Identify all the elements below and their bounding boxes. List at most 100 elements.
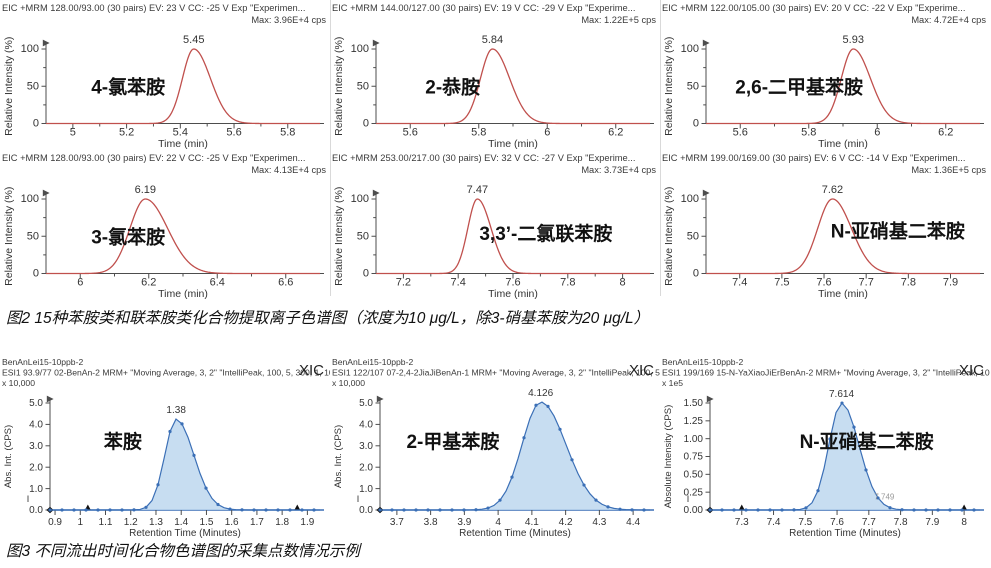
svg-text:5: 5 (70, 127, 76, 139)
svg-text:7.8: 7.8 (901, 277, 916, 289)
svg-text:50: 50 (27, 230, 39, 242)
svg-text:Max: 1.22E+5 cps: Max: 1.22E+5 cps (581, 15, 656, 25)
svg-text:3-氯苯胺: 3-氯苯胺 (91, 226, 165, 249)
svg-text:I: I (357, 494, 360, 504)
svg-text:5.4: 5.4 (173, 127, 188, 139)
svg-text:I: I (687, 494, 690, 504)
svg-text:100: 100 (21, 193, 39, 205)
svg-text:3.0: 3.0 (359, 441, 373, 452)
svg-text:ESI1 93.9/77 02-BenAn-2 MRM+ ": ESI1 93.9/77 02-BenAn-2 MRM+ "Moving Ave… (2, 368, 330, 378)
svg-text:1.38: 1.38 (166, 405, 186, 416)
svg-text:x 10,000: x 10,000 (332, 378, 365, 388)
svg-text:1.5: 1.5 (199, 517, 213, 528)
svg-text:ESI1 199/169 15-N-YaXiaoJiErBe: ESI1 199/169 15-N-YaXiaoJiErBenAn-2 MRM+… (662, 368, 990, 378)
svg-text:50: 50 (687, 230, 699, 242)
svg-text:1.4: 1.4 (174, 517, 188, 528)
svg-text:4.0: 4.0 (29, 420, 43, 431)
svg-text:BenAnLei15-10ppb-2: BenAnLei15-10ppb-2 (2, 357, 83, 367)
svg-text:6.2: 6.2 (938, 127, 953, 139)
svg-text:7.6: 7.6 (505, 277, 520, 289)
svg-text:5.2: 5.2 (119, 127, 134, 139)
svg-text:5.6: 5.6 (403, 127, 418, 139)
svg-text:Relative Intensity (%): Relative Intensity (%) (663, 37, 675, 136)
svg-text:0.0: 0.0 (29, 505, 43, 516)
svg-text:5.6: 5.6 (226, 127, 241, 139)
svg-text:Relative Intensity (%): Relative Intensity (%) (663, 187, 675, 286)
svg-text:Time (min): Time (min) (158, 288, 208, 300)
svg-text:4.126: 4.126 (528, 388, 553, 399)
svg-text:8: 8 (620, 277, 626, 289)
svg-text:Max: 4.72E+4 cps: Max: 4.72E+4 cps (911, 15, 986, 25)
svg-text:0: 0 (693, 268, 699, 280)
svg-text:7.7: 7.7 (859, 277, 874, 289)
svg-text:50: 50 (357, 230, 369, 242)
svg-text:Time (min): Time (min) (818, 288, 868, 300)
svg-text:7.62: 7.62 (822, 184, 843, 196)
svg-text:4.3: 4.3 (592, 517, 606, 528)
svg-text:2-甲基苯胺: 2-甲基苯胺 (406, 430, 499, 453)
svg-text:7.8: 7.8 (894, 517, 908, 528)
svg-text:7.4: 7.4 (732, 277, 747, 289)
svg-text:1.7: 1.7 (250, 517, 264, 528)
svg-text:4.4: 4.4 (626, 517, 640, 528)
svg-text:7.8: 7.8 (560, 277, 575, 289)
svg-text:5.84: 5.84 (482, 34, 503, 46)
svg-text:苯胺: 苯胺 (103, 430, 142, 453)
svg-text:5.0: 5.0 (29, 398, 43, 409)
svg-text:Relative Intensity (%): Relative Intensity (%) (333, 187, 345, 286)
svg-text:1.1: 1.1 (99, 517, 113, 528)
svg-text:6: 6 (544, 127, 550, 139)
svg-text:x 1e5: x 1e5 (662, 378, 683, 388)
svg-text:7.6: 7.6 (816, 277, 831, 289)
svg-text:0.9: 0.9 (48, 517, 62, 528)
svg-text:Retention Time (Minutes): Retention Time (Minutes) (789, 528, 901, 539)
svg-text:EIC +MRM 199.00/169.00 (30 pai: EIC +MRM 199.00/169.00 (30 pairs) EV: 6 … (662, 153, 965, 163)
svg-text:4.0: 4.0 (359, 420, 373, 431)
svg-text:1.0: 1.0 (29, 484, 43, 495)
svg-text:2.0: 2.0 (359, 462, 373, 473)
svg-text:XIC: XIC (629, 362, 654, 379)
svg-text:4: 4 (495, 517, 501, 528)
svg-text:2-恭胺: 2-恭胺 (425, 76, 480, 99)
svg-text:3.7: 3.7 (390, 517, 404, 528)
svg-text:6.4: 6.4 (210, 277, 225, 289)
svg-text:0: 0 (33, 268, 39, 280)
svg-text:0.50: 0.50 (684, 470, 704, 481)
svg-text:1.2: 1.2 (124, 517, 138, 528)
svg-text:0: 0 (693, 118, 699, 130)
svg-text:N-亚硝基二苯胺: N-亚硝基二苯胺 (800, 430, 934, 453)
svg-text:XIC: XIC (299, 362, 324, 379)
svg-text:Absolute Intensity (CPS): Absolute Intensity (CPS) (663, 405, 674, 509)
svg-text:0.0: 0.0 (359, 505, 373, 516)
svg-text:6.19: 6.19 (135, 184, 156, 196)
svg-text:Max: 1.36E+5 cps: Max: 1.36E+5 cps (911, 165, 986, 175)
svg-text:1.3: 1.3 (149, 517, 163, 528)
svg-text:Relative Intensity (%): Relative Intensity (%) (333, 37, 345, 136)
svg-text:EIC +MRM 253.00/217.00 (30 pai: EIC +MRM 253.00/217.00 (30 pairs) EV: 32… (332, 153, 635, 163)
svg-text:1.50: 1.50 (684, 398, 704, 409)
svg-text:1: 1 (77, 517, 83, 528)
svg-text:5.8: 5.8 (280, 127, 295, 139)
svg-text:N-亚硝基二苯胺: N-亚硝基二苯胺 (831, 220, 965, 243)
svg-text:5.8: 5.8 (471, 127, 486, 139)
svg-text:Max: 4.13E+4 cps: Max: 4.13E+4 cps (251, 165, 326, 175)
svg-text:1.6: 1.6 (225, 517, 239, 528)
svg-text:5.6: 5.6 (733, 127, 748, 139)
svg-text:Time (min): Time (min) (818, 138, 868, 150)
svg-text:1.00: 1.00 (684, 434, 704, 445)
svg-text:2,6-二甲基苯胺: 2,6-二甲基苯胺 (735, 76, 863, 99)
svg-text:7.47: 7.47 (467, 184, 488, 196)
svg-text:50: 50 (27, 80, 39, 92)
svg-text:0.75: 0.75 (684, 452, 704, 463)
svg-text:7.4: 7.4 (767, 517, 781, 528)
svg-text:1.8: 1.8 (275, 517, 289, 528)
svg-text:100: 100 (681, 193, 699, 205)
svg-text:7.6: 7.6 (830, 517, 844, 528)
svg-text:7.2: 7.2 (396, 277, 411, 289)
svg-text:7.7: 7.7 (862, 517, 876, 528)
svg-text:4-氯苯胺: 4-氯苯胺 (91, 76, 165, 99)
svg-text:5.8: 5.8 (801, 127, 816, 139)
svg-text:50: 50 (357, 80, 369, 92)
svg-text:Relative Intensity (%): Relative Intensity (%) (3, 37, 15, 136)
svg-text:50: 50 (687, 80, 699, 92)
